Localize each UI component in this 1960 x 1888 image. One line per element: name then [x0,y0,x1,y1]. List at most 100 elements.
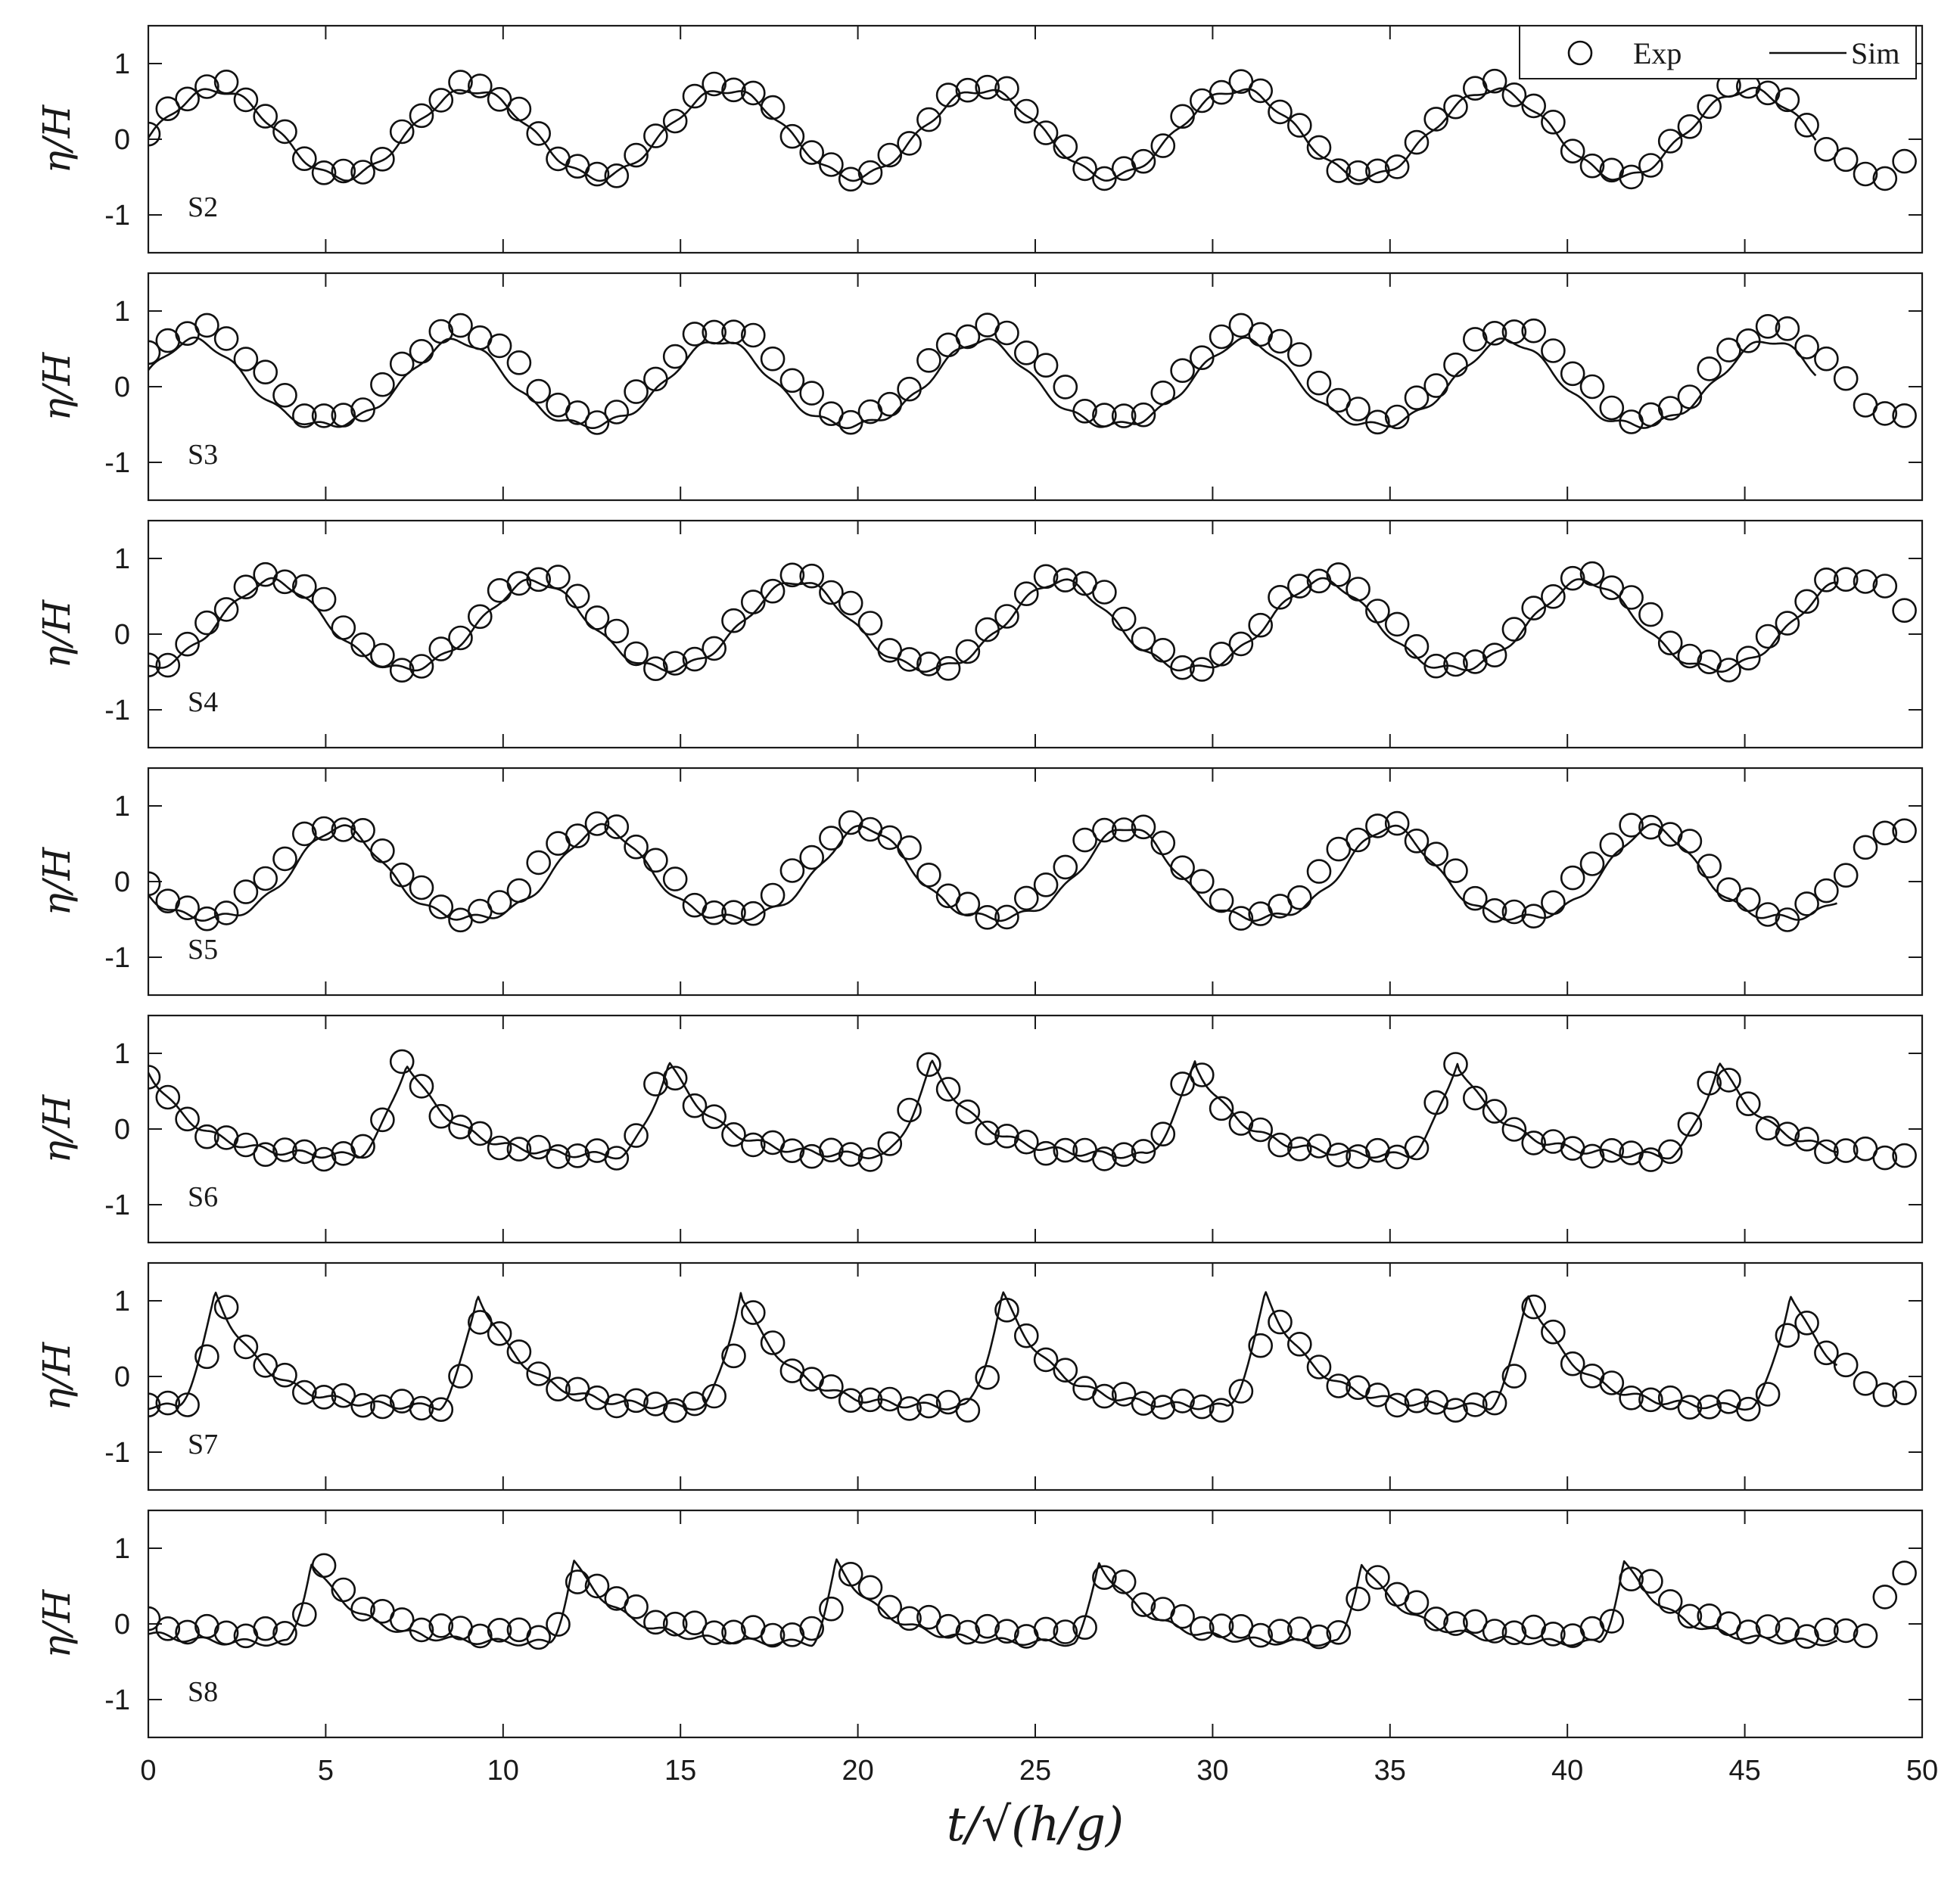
exp-point [1892,818,1917,844]
exp-point [1657,396,1683,421]
exp-point [194,1124,219,1149]
exp-point [702,636,727,661]
exp-point [1794,1311,1819,1336]
exp-point [838,1562,863,1587]
exp-point [311,1553,337,1579]
exp-point [1306,1624,1332,1650]
exp-point [389,1049,415,1075]
exp-point [1482,1390,1507,1416]
exp-point [935,655,961,681]
x-tick-label: 0 [140,1755,156,1787]
exp-point [565,400,590,425]
exp-point [877,1386,903,1412]
exp-point [1579,1143,1605,1169]
exp-point [1833,1352,1859,1378]
exp-point [1346,397,1370,421]
y-tick-label: 1 [114,1286,130,1317]
exp-point [799,381,824,406]
exp-point [331,158,356,184]
exp-point [740,80,766,106]
legend-exp-marker [1567,40,1593,66]
exp-point [213,1295,239,1320]
exp-point [1033,872,1059,897]
exp-point [1190,657,1215,682]
exp-point [1463,1085,1488,1111]
exp-point [1423,373,1448,398]
exp-point [760,346,786,372]
plot-area [148,810,1917,933]
exp-point [682,1093,708,1118]
exp-point [1053,134,1078,160]
plot-area [148,1553,1917,1650]
exp-point [1423,653,1448,679]
exp-point [1833,365,1859,391]
exp-point [467,1623,493,1649]
exp-point [740,1300,766,1325]
exp-point [584,605,610,630]
exp-point [624,379,649,404]
exp-point [291,821,317,847]
exp-point [1404,1388,1430,1414]
y-tick-label: 0 [114,866,130,898]
exp-point [1306,370,1332,396]
exp-point [740,900,766,926]
exp-point [1443,1611,1468,1636]
exp-point [1268,1132,1293,1158]
sim-line [148,1059,1837,1160]
exp-point [546,1612,571,1637]
x-tick-label: 40 [1551,1755,1583,1787]
sim-line [148,577,1837,673]
exp-point [1638,1569,1663,1594]
exp-point [1541,338,1566,363]
exp-point [975,74,1000,100]
exp-point [624,142,649,168]
exp-point [1599,1609,1625,1634]
exp-point [955,77,981,103]
exp-point [1541,583,1566,609]
exp-point [740,589,766,614]
exp-point [1619,585,1644,610]
exp-point [526,567,552,593]
panel-frame [147,272,1924,502]
exp-point [1150,133,1176,158]
exp-point [994,904,1019,930]
exp-point [1268,584,1293,610]
exp-point [1209,1096,1234,1121]
exp-point [155,1084,181,1110]
panel-s5: 1 0 -1 η/H S5 [35,767,1924,997]
x-tick-label: 5 [318,1755,334,1787]
exp-point [350,160,375,185]
exp-point [526,1361,552,1386]
x-tick-label: 45 [1728,1755,1760,1787]
y-tick-label: -1 [104,1437,130,1469]
panel-frame [147,1014,1924,1244]
exp-point [877,1594,903,1620]
exp-point [1033,120,1059,145]
exp-point [702,1383,727,1409]
exp-point [1326,1373,1352,1398]
exp-point [1736,887,1761,913]
exp-point [311,1385,337,1410]
exp-point [1541,110,1566,135]
exp-point [877,1131,903,1156]
exp-point [233,574,259,600]
exp-point [955,1100,981,1124]
exp-point [1501,82,1527,107]
exp-point [624,1388,649,1414]
exp-point [1736,328,1761,353]
exp-point [331,817,356,842]
exp-point [253,1353,278,1378]
exp-point [1521,596,1546,621]
plot-area [148,1291,1917,1423]
y-tick-label: -1 [104,942,130,974]
exp-point [1306,859,1332,884]
exp-point [702,71,727,97]
exp-point [702,319,727,345]
exp-point [370,147,395,172]
y-tick-label: 0 [114,1114,130,1146]
y-tick-label: -1 [104,695,130,726]
exp-point [1677,1603,1703,1629]
exp-point [1482,1619,1507,1644]
exp-point [799,844,824,870]
exp-point [916,347,941,373]
